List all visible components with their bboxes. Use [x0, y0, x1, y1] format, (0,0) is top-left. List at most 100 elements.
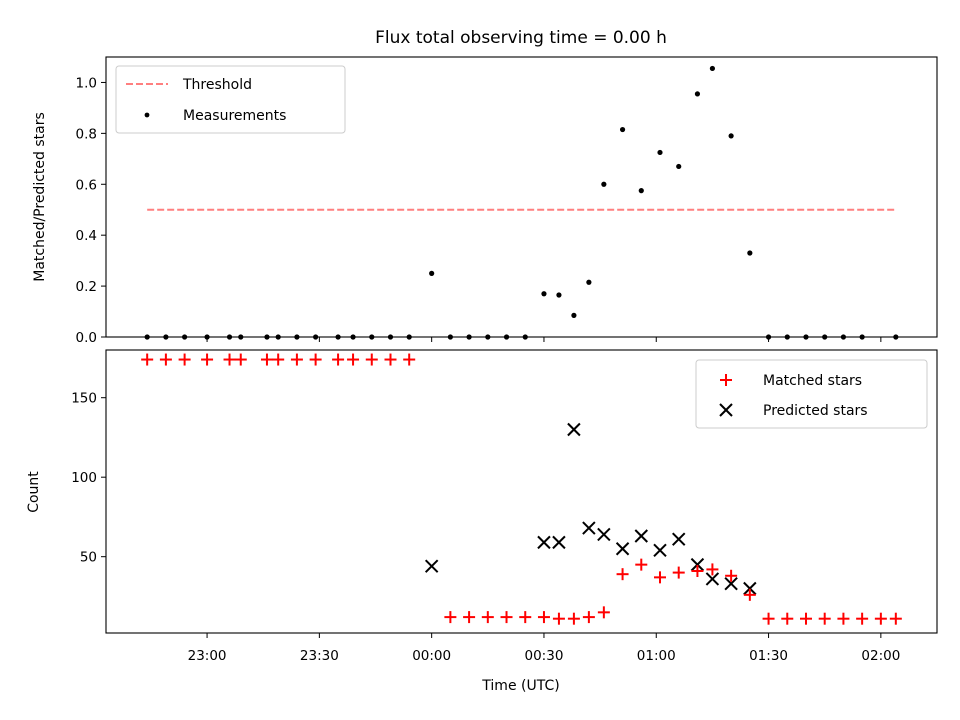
measurement-point [638, 188, 644, 194]
bottom-x-tick-label: 00:30 [525, 648, 564, 664]
matched-star-point [384, 353, 397, 366]
matched-star-point [691, 564, 704, 577]
measurement-point [728, 133, 734, 139]
top-y-tick-label: 0.2 [76, 279, 97, 295]
measurement-point [541, 291, 547, 297]
measurement-point [747, 250, 753, 256]
top-y-tick-label: 1.0 [76, 75, 97, 91]
predicted-star-point [615, 542, 630, 556]
bottom-y-axis-label: Count [26, 471, 42, 513]
top-y-tick-label: 0.4 [76, 228, 97, 244]
legend-measurements-swatch [144, 112, 150, 118]
bottom-legend: Matched stars Predicted stars [695, 359, 928, 429]
top-plot-frame [105, 56, 938, 338]
measurement-point [694, 91, 701, 97]
predicted-star-point [582, 521, 596, 535]
legend-predicted-swatch [719, 403, 733, 417]
matched-star-point [347, 353, 360, 366]
figure-title: Flux total observing time = 0.00 h [375, 28, 667, 48]
measurement-point [657, 149, 663, 156]
matched-star-point [403, 353, 416, 366]
predicted-star-point [597, 527, 611, 542]
matched-star-point [365, 353, 378, 366]
legend-matched-swatch [720, 374, 732, 386]
legend-matched-label: Matched stars [763, 373, 862, 389]
matched-star-point [537, 611, 550, 624]
bottom-x-axis-label: Time (UTC) [481, 678, 559, 694]
matched-star-point [672, 566, 685, 579]
bottom-x-tick-label: 23:30 [300, 648, 339, 664]
matched-star-point [463, 611, 476, 624]
top-legend: Threshold Measurements [115, 65, 346, 134]
bottom-x-tick-label: 01:30 [749, 648, 788, 664]
matched-star-point [818, 612, 831, 625]
matched-star-point [444, 611, 457, 624]
predicted-star-point [552, 535, 566, 550]
predicted-star-point [672, 532, 686, 546]
bottom-axes: 50 100 150 23:00 23:30 00:00 00:30 01:00 01:30 02… [71, 391, 900, 664]
predicted-star-point [743, 581, 757, 596]
matched-star-point [567, 612, 580, 625]
top-y-tick-label: 0.0 [76, 330, 97, 346]
matched-star-point [781, 612, 794, 625]
predicted-star-point [724, 577, 738, 591]
matched-star-point [762, 612, 775, 625]
bottom-x-tick-label: 02:00 [861, 648, 900, 664]
predicted-star-point [634, 529, 648, 543]
bottom-x-tick-label: 23:00 [188, 648, 227, 664]
matched-star-point [201, 353, 214, 366]
top-y-tick-label: 0.6 [76, 177, 97, 193]
top-legend-box [115, 65, 346, 134]
top-y-axis-label: Matched/Predicted stars [32, 112, 48, 282]
legend-predicted-label: Predicted stars [763, 403, 868, 419]
bottom-y-tick-label: 150 [71, 391, 97, 407]
predicted-star-point [537, 535, 551, 550]
bottom-x-tick-label: 01:00 [637, 648, 676, 664]
top-panel: 0.0 0.2 0.4 0.6 0.8 1.0 Matched/Predicted sta… [32, 56, 938, 346]
matched-star-point [290, 353, 303, 366]
bottom-panel: 50 100 150 23:00 23:30 00:00 00:30 01:00 01:30 02… [26, 349, 938, 694]
predicted-star-point [424, 559, 439, 573]
matched-star-point [552, 612, 565, 625]
bottom-legend-box [695, 359, 928, 429]
predicted-star-point [567, 422, 581, 437]
legend-measurements-label: Measurements [183, 108, 286, 124]
matched-star-point [837, 612, 850, 625]
matched-star-point [159, 353, 172, 366]
measurement-point [586, 279, 592, 285]
bottom-plot-frame [105, 349, 938, 634]
measurement-point [571, 312, 577, 318]
bottom-marks [141, 353, 902, 625]
matched-star-point [874, 612, 887, 625]
bottom-y-tick-label: 50 [80, 550, 97, 566]
measurement-point [709, 65, 716, 72]
matched-star-point [141, 353, 154, 366]
matched-star-point [272, 353, 285, 366]
matched-star-point [500, 611, 513, 624]
matched-star-point [332, 353, 345, 366]
matched-star-point [743, 588, 756, 601]
matched-star-point [856, 612, 869, 625]
measurement-point [601, 181, 607, 187]
matched-star-point [635, 558, 648, 571]
matched-star-point [260, 353, 273, 366]
predicted-star-point [653, 543, 667, 558]
matched-star-point [481, 611, 494, 624]
matched-star-point [616, 568, 629, 581]
bottom-y-tick-label: 100 [71, 470, 97, 486]
matched-star-point [582, 611, 595, 624]
predicted-star-point [705, 572, 720, 586]
matched-star-point [597, 606, 610, 619]
matched-star-point [309, 353, 322, 366]
matched-star-point [706, 563, 719, 576]
measurement-point [619, 126, 626, 133]
measurement-point [556, 292, 562, 298]
top-axes: 0.0 0.2 0.4 0.6 0.8 1.0 [76, 75, 882, 346]
matched-star-point [519, 611, 532, 624]
matched-star-point [654, 571, 666, 584]
matched-star-point [223, 353, 236, 366]
measurement-point [676, 163, 682, 170]
matched-star-point [725, 569, 738, 582]
matched-star-point [234, 353, 247, 366]
